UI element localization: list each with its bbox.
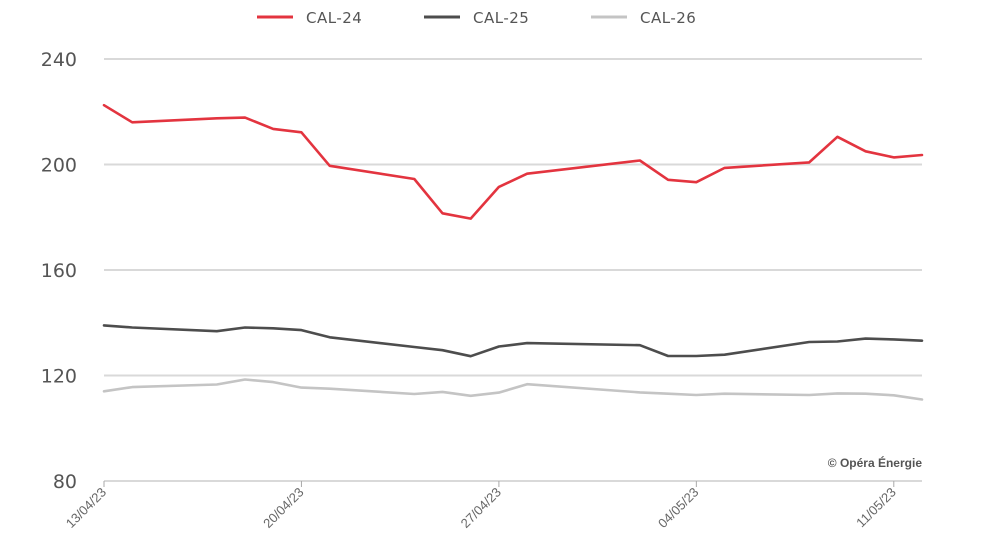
series-line-cal-26 [102, 378, 924, 401]
y-tick-label-240: 240 [41, 49, 77, 71]
x-tick-label-1: 20/04/23 [260, 485, 306, 531]
series-line-cal-25 [102, 324, 924, 358]
credit-text: © Opéra Énergie [828, 455, 923, 470]
grid-lines [104, 58, 922, 377]
legend: CAL-24 CAL-25 CAL-26 [257, 9, 696, 27]
y-axis-tick-labels: 80 120 160 200 240 [41, 49, 77, 493]
y-tick-label-80: 80 [53, 471, 77, 493]
x-tick-label-2: 27/04/23 [458, 485, 504, 531]
legend-label-cal-25: CAL-25 [473, 9, 529, 27]
x-tick-label-4: 11/05/23 [853, 485, 899, 531]
y-tick-label-120: 120 [41, 366, 77, 388]
series-line-cal-24 [102, 103, 924, 220]
y-tick-label-160: 160 [41, 260, 77, 282]
legend-label-cal-26: CAL-26 [640, 9, 696, 27]
series-lines [102, 103, 924, 401]
y-tick-label-200: 200 [41, 155, 77, 177]
legend-label-cal-24: CAL-24 [306, 9, 362, 27]
x-tick-label-3: 04/05/23 [655, 485, 701, 531]
x-axis [103, 480, 922, 487]
x-axis-tick-labels: 13/04/23 20/04/23 27/04/23 04/05/23 11/05/23 [63, 485, 899, 531]
